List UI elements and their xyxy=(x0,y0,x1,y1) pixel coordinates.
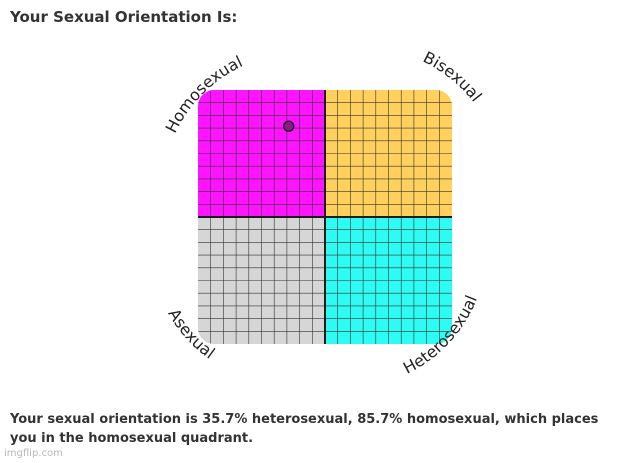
result-point xyxy=(282,120,295,133)
orientation-chart: Homosexual Bisexual Asexual Heterosexual xyxy=(162,48,486,378)
watermark: imgflip.com xyxy=(4,448,63,459)
result-text: Your sexual orientation is 35.7% heteros… xyxy=(10,412,599,446)
page-title: Your Sexual Orientation Is: xyxy=(10,8,238,26)
quadrant-grid xyxy=(198,90,452,344)
